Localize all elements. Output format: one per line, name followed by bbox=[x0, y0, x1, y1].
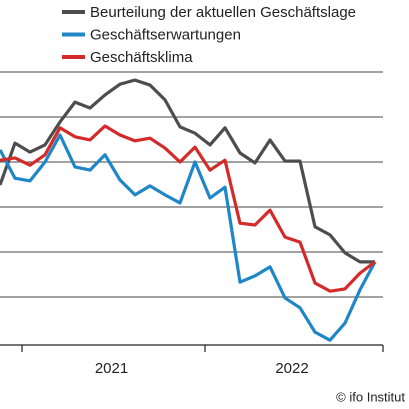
legend-box-bg bbox=[58, 1, 378, 23]
source: © ifo Institut bbox=[336, 389, 405, 404]
legend-label: Beurteilung der aktuellen Geschäftslage bbox=[90, 4, 356, 21]
series-line bbox=[0, 124, 376, 293]
legend-box-bg bbox=[58, 23, 378, 46]
legend-label: Geschäftsklima bbox=[90, 49, 193, 66]
legend-label: Geschäftserwartungen bbox=[90, 26, 241, 43]
series-line bbox=[0, 133, 377, 342]
series-line bbox=[0, 78, 375, 264]
legend-box-bg bbox=[58, 46, 378, 68]
x-group-label: 2021 bbox=[95, 360, 128, 377]
x-group-label: 2022 bbox=[275, 360, 308, 377]
